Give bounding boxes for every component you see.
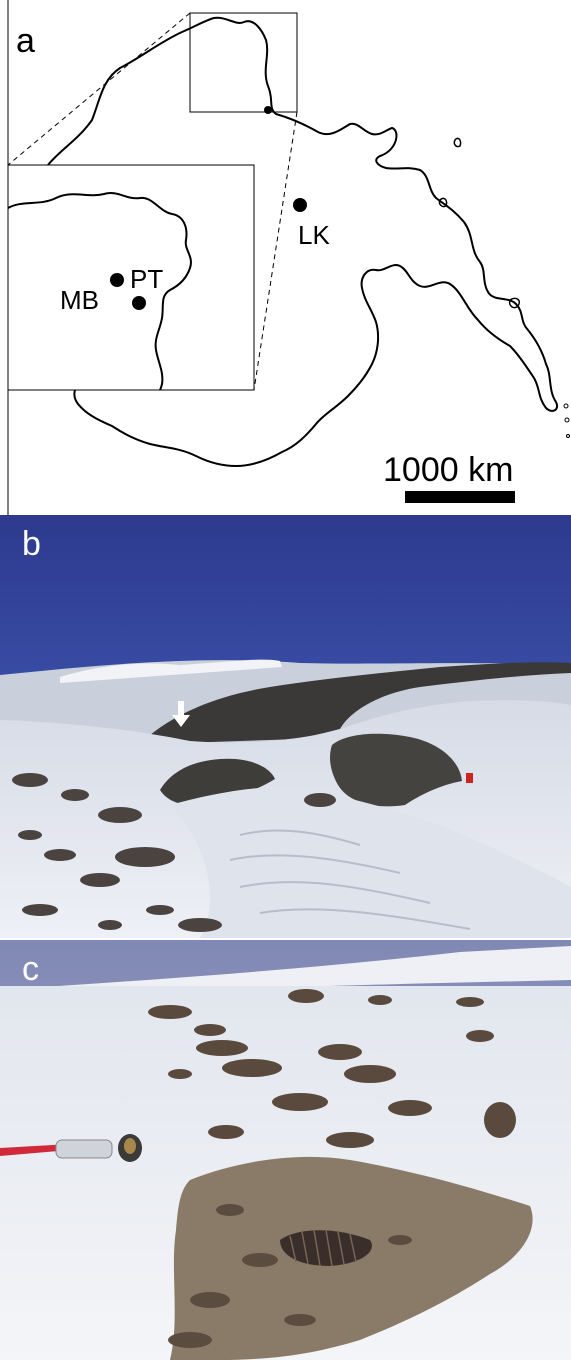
- connector-line-bottom: [253, 111, 298, 391]
- snow-ripples: [229, 829, 471, 930]
- site-marker-lk: [293, 198, 307, 212]
- antarctica-coastline: [47, 16, 558, 467]
- sieve-mesh: [289, 1229, 357, 1267]
- island: [563, 403, 569, 409]
- foreground-rocks: [12, 773, 336, 932]
- tool-face: [124, 1138, 136, 1154]
- connector-line-top: [7, 12, 191, 166]
- red-marker: [466, 773, 473, 783]
- island: [438, 197, 448, 208]
- site-marker-mb: [110, 273, 124, 287]
- scale-bar: [405, 491, 515, 503]
- inset-coastline: [7, 192, 192, 391]
- coastal-dot: [264, 106, 272, 114]
- tool-grip: [55, 1139, 113, 1159]
- antarctica-map: MB PT LK 1000 km: [7, 0, 570, 515]
- soil-rocks: [168, 1204, 412, 1348]
- rock-band: [148, 989, 516, 1148]
- map-panel: MB PT LK 1000 km a: [0, 0, 571, 515]
- island: [453, 137, 462, 148]
- site-marker-pt: [132, 296, 146, 310]
- distant-snow-cap: [60, 659, 282, 683]
- site-label-pt: PT: [130, 264, 163, 294]
- field-photo-c: [0, 940, 571, 1360]
- site-label-mb: MB: [60, 285, 99, 315]
- panel-letter-a: a: [16, 22, 35, 60]
- snow-drift: [170, 786, 571, 938]
- arrow-marker: [172, 701, 190, 727]
- boulder-right: [330, 733, 462, 807]
- panel-letter-b: b: [22, 525, 41, 563]
- photo-panel-b: b: [0, 515, 571, 938]
- panel-letter-c: c: [22, 950, 39, 988]
- island: [564, 417, 570, 423]
- island: [566, 434, 570, 438]
- boulder-left: [160, 758, 275, 805]
- scale-bar-label: 1000 km: [383, 451, 513, 489]
- rock-ridge: [150, 662, 571, 743]
- photo-panel-c: c: [0, 940, 571, 1360]
- site-label-lk: LK: [298, 220, 330, 250]
- tool-handle: [0, 1144, 70, 1156]
- inset-box: [7, 164, 255, 391]
- island: [508, 297, 521, 309]
- zoom-box: [189, 12, 298, 113]
- field-photo-b: [0, 515, 571, 938]
